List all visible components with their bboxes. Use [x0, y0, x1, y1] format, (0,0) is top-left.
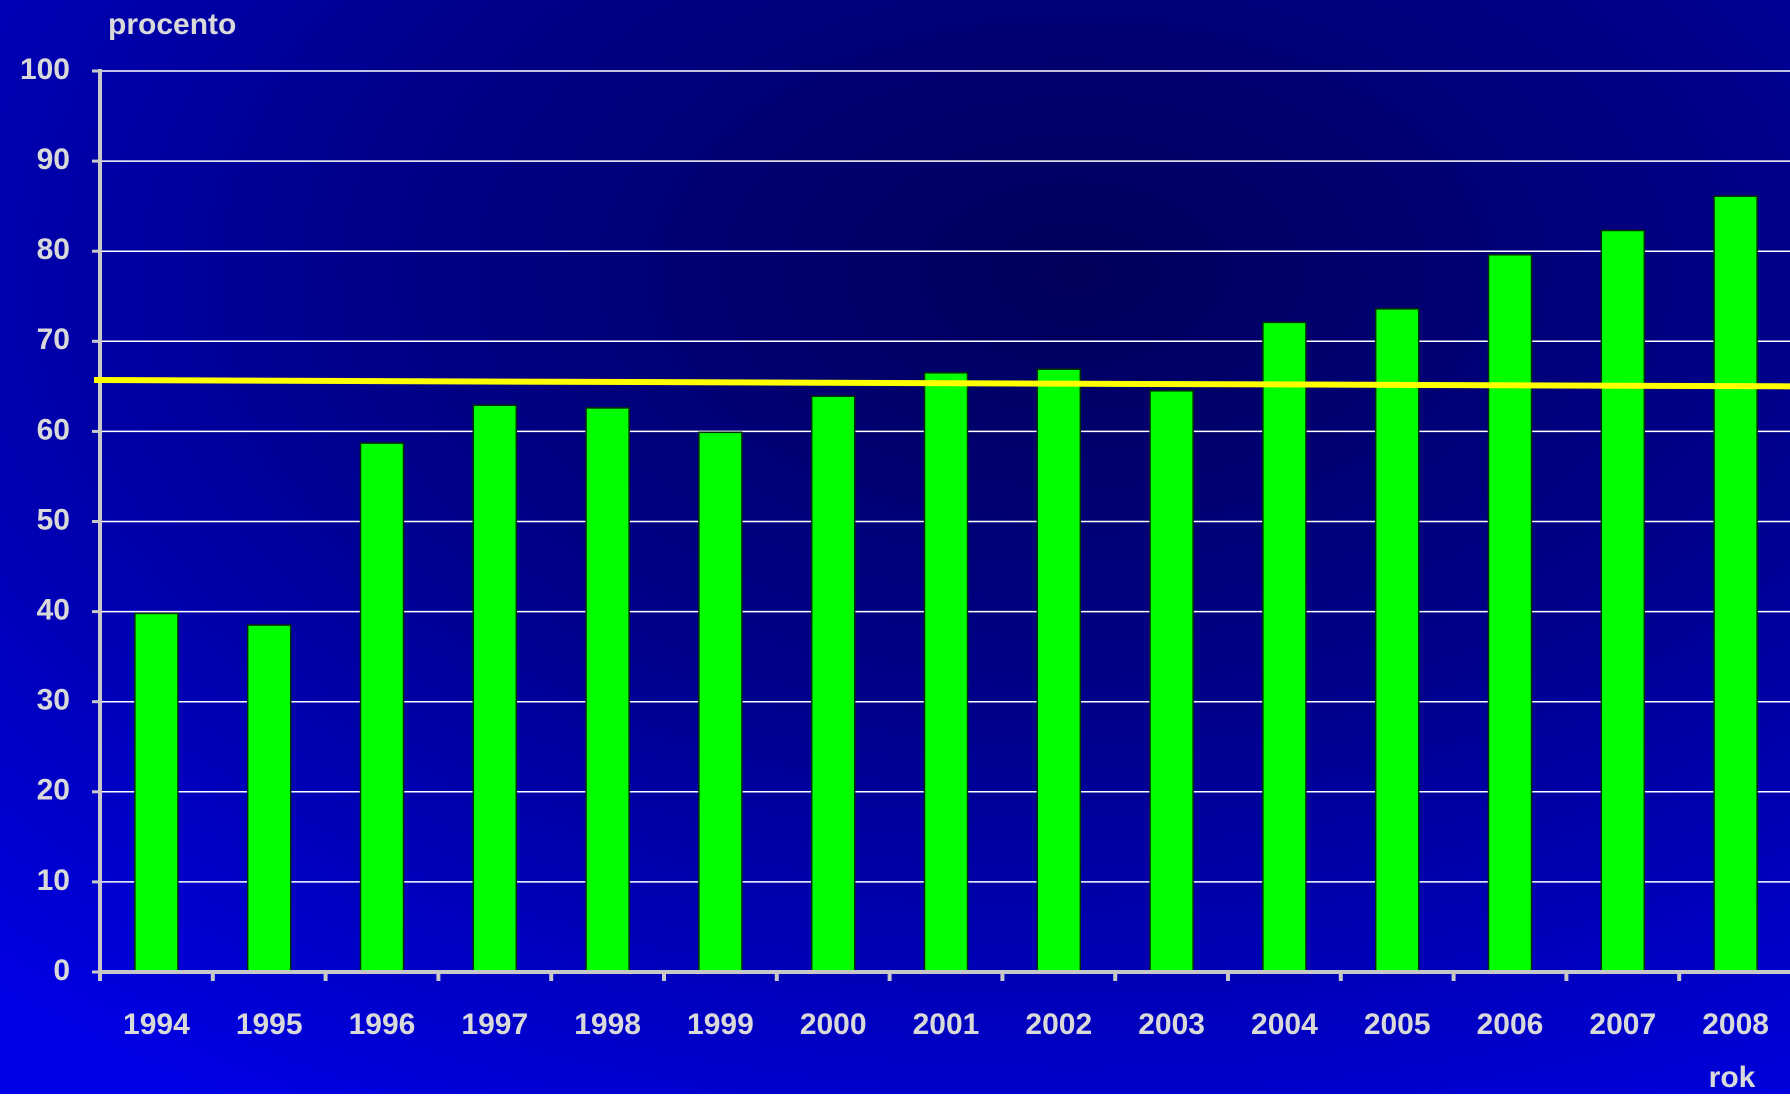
y-tick-label: 100 — [20, 53, 70, 86]
x-tick-label: 2002 — [1025, 1008, 1092, 1041]
x-tick-label: 1998 — [574, 1008, 641, 1041]
bar — [1374, 308, 1420, 973]
y-tick-label: 20 — [37, 774, 70, 807]
y-tick-label: 90 — [37, 143, 70, 176]
x-tick-label: 2007 — [1589, 1008, 1656, 1041]
x-tick-label: 2003 — [1138, 1008, 1205, 1041]
y-tick-label: 30 — [37, 684, 70, 717]
bar — [698, 431, 743, 973]
bar — [246, 624, 292, 973]
x-tick-label: 2006 — [1477, 1008, 1544, 1041]
y-tick-label: 60 — [37, 413, 70, 446]
x-tick-label: 1994 — [123, 1008, 190, 1041]
x-tick-label: 2000 — [800, 1008, 867, 1041]
bar — [1713, 195, 1758, 973]
x-tick-label: 2008 — [1702, 1008, 1769, 1041]
y-tick-label: 70 — [37, 323, 70, 356]
bar — [1262, 321, 1307, 973]
bar — [810, 395, 856, 973]
x-tick-label: 1997 — [461, 1008, 528, 1041]
y-tick-label: 40 — [37, 594, 70, 627]
x-tick-label: 2004 — [1251, 1008, 1318, 1041]
bar — [1036, 368, 1082, 973]
bar — [1487, 254, 1533, 973]
bar — [359, 442, 405, 973]
x-tick-label: 2005 — [1364, 1008, 1431, 1041]
y-tick-label: 10 — [37, 864, 70, 897]
bar — [1600, 229, 1646, 973]
bar — [923, 372, 969, 973]
reference-line — [93, 377, 1790, 390]
y-axis-label: procento — [108, 8, 236, 41]
x-tick-label: 1995 — [236, 1008, 303, 1041]
bar — [134, 612, 179, 973]
x-tick-label: 2001 — [913, 1008, 980, 1041]
bar — [585, 407, 630, 973]
bar — [1149, 390, 1194, 973]
y-tick-label: 0 — [53, 954, 70, 987]
x-axis-label: rok — [1709, 1061, 1756, 1094]
x-tick-label: 1996 — [349, 1008, 416, 1041]
bar — [472, 404, 518, 973]
x-tick-label: 1999 — [687, 1008, 754, 1041]
y-tick-label: 80 — [37, 233, 70, 266]
y-tick-label: 50 — [37, 503, 70, 536]
